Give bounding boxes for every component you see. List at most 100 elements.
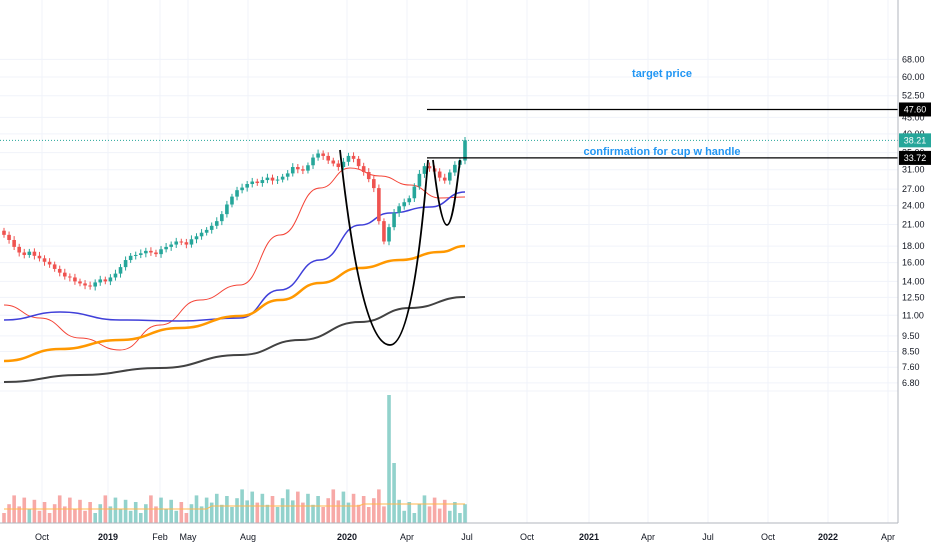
candle-body: [301, 169, 305, 171]
volume-bar: [22, 497, 27, 523]
price-tick-label: 52.50: [902, 91, 925, 101]
candle-body: [22, 252, 27, 255]
time-tick-label: Oct: [761, 532, 776, 542]
volume-bar: [2, 513, 6, 523]
candle-body: [321, 153, 325, 156]
volume-bar: [392, 463, 396, 523]
volume-bar: [321, 507, 325, 523]
candle-body: [326, 155, 331, 161]
candle-body: [149, 250, 153, 253]
volume-ma-line: [4, 503, 465, 510]
volume-bar: [377, 489, 381, 523]
price-tick-label: 68.00: [902, 54, 925, 64]
moving-averages: [3, 167, 466, 383]
candle-body: [108, 277, 113, 282]
candle-body: [88, 285, 92, 287]
candle-body: [123, 260, 128, 268]
volume-bar: [382, 506, 386, 523]
volume-bar: [336, 500, 341, 523]
volume-bar: [250, 491, 255, 523]
volume-bar: [220, 504, 224, 523]
price-tick-label: 21.00: [902, 219, 925, 229]
volume-bar: [68, 497, 72, 523]
volume-bar: [144, 504, 148, 523]
candle-body: [392, 212, 396, 228]
volume-bar: [154, 506, 158, 523]
volume-bar: [366, 507, 371, 523]
price-tick-label: 7.60: [902, 362, 920, 372]
candle-body: [285, 173, 290, 177]
volume-bar: [316, 496, 320, 523]
volume-bar: [397, 499, 401, 523]
volume-bar: [275, 507, 280, 523]
volume-bar: [301, 502, 305, 523]
volume-bar: [412, 513, 417, 523]
candle-body: [169, 244, 173, 247]
cup-curve: [339, 149, 429, 346]
volume-bar: [174, 510, 179, 523]
volume-bar: [453, 502, 457, 523]
candle-body: [448, 172, 452, 181]
candle-body: [184, 242, 189, 245]
candle-body: [397, 206, 401, 213]
candle-body: [52, 264, 57, 269]
price-tick-label: 8.50: [902, 347, 920, 357]
volume-bar: [290, 500, 295, 523]
price-tag-label: 38.21: [904, 135, 927, 145]
price-tag: [899, 150, 931, 165]
volume-bar: [47, 513, 52, 523]
volume-bar: [356, 504, 361, 523]
candle-body: [306, 165, 310, 171]
volume-bar: [78, 499, 82, 523]
volume-bar: [128, 510, 133, 523]
volume-bar: [422, 495, 427, 523]
candle-body: [138, 253, 143, 255]
time-tick-label: 2019: [98, 532, 118, 542]
volume-bar: [230, 507, 234, 523]
candle-body: [133, 254, 138, 256]
candle-body: [316, 153, 320, 158]
volume-bar: [306, 493, 310, 523]
volume-bar: [417, 504, 422, 523]
candle-body: [179, 241, 184, 243]
volume-bar: [108, 506, 113, 523]
volume-bar: [255, 502, 260, 523]
candle-body: [290, 167, 295, 174]
axes[interactable]: 68.0060.0052.5045.0040.0035.0031.0027.00…: [0, 0, 931, 542]
volume-bar: [73, 508, 77, 523]
candle-body: [382, 221, 386, 242]
time-tick-label: Jul: [461, 532, 473, 542]
volume-bar: [326, 498, 331, 523]
volume-bar: [7, 504, 11, 523]
volume-bar: [437, 508, 442, 523]
grid: [0, 0, 898, 523]
volume-bar: [341, 491, 346, 523]
time-tick-label: Oct: [520, 532, 535, 542]
candle-body: [402, 202, 407, 207]
candle-body: [412, 186, 417, 199]
volume-bar: [372, 498, 376, 523]
price-tick-label: 18.00: [902, 241, 925, 251]
candle-body: [265, 177, 270, 181]
candle-body: [331, 160, 336, 164]
candle-body: [42, 258, 47, 262]
candle-body: [240, 187, 244, 191]
volume-bar: [463, 504, 467, 523]
price-tag-label: 33.72: [904, 153, 927, 163]
price-tick-label: 12.50: [902, 292, 925, 302]
volume-bar: [448, 510, 452, 523]
candle-body: [280, 176, 285, 180]
candle-body: [194, 236, 199, 240]
candle-body: [270, 177, 275, 181]
candle-body: [377, 188, 381, 222]
volume-bar: [209, 502, 214, 523]
candle-body: [199, 232, 204, 237]
candle-body: [12, 239, 16, 247]
volume-bar: [270, 496, 275, 523]
annotation-target-price: target price: [632, 68, 692, 80]
volume-bar: [83, 510, 87, 523]
candle-body: [387, 227, 391, 242]
volume-bar: [27, 508, 32, 523]
candle-body: [407, 198, 412, 203]
